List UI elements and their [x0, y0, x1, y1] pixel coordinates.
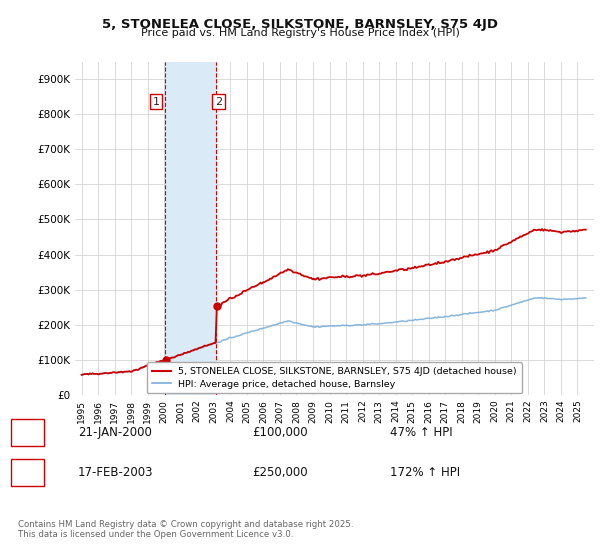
Text: 47% ↑ HPI: 47% ↑ HPI: [390, 426, 452, 440]
Text: 5, STONELEA CLOSE, SILKSTONE, BARNSLEY, S75 4JD: 5, STONELEA CLOSE, SILKSTONE, BARNSLEY, …: [102, 18, 498, 31]
Text: £250,000: £250,000: [252, 465, 308, 479]
Text: 2: 2: [215, 96, 222, 106]
Text: Price paid vs. HM Land Registry's House Price Index (HPI): Price paid vs. HM Land Registry's House …: [140, 28, 460, 38]
Text: £100,000: £100,000: [252, 426, 308, 440]
Text: 2: 2: [23, 465, 31, 479]
Text: 21-JAN-2000: 21-JAN-2000: [78, 426, 152, 440]
Text: 172% ↑ HPI: 172% ↑ HPI: [390, 465, 460, 479]
Text: 1: 1: [23, 426, 31, 440]
Text: 17-FEB-2003: 17-FEB-2003: [78, 465, 154, 479]
Text: Contains HM Land Registry data © Crown copyright and database right 2025.
This d: Contains HM Land Registry data © Crown c…: [18, 520, 353, 539]
Text: 1: 1: [152, 96, 160, 106]
Bar: [165, 62, 216, 395]
Legend: 5, STONELEA CLOSE, SILKSTONE, BARNSLEY, S75 4JD (detached house), HPI: Average p: 5, STONELEA CLOSE, SILKSTONE, BARNSLEY, …: [147, 362, 522, 394]
